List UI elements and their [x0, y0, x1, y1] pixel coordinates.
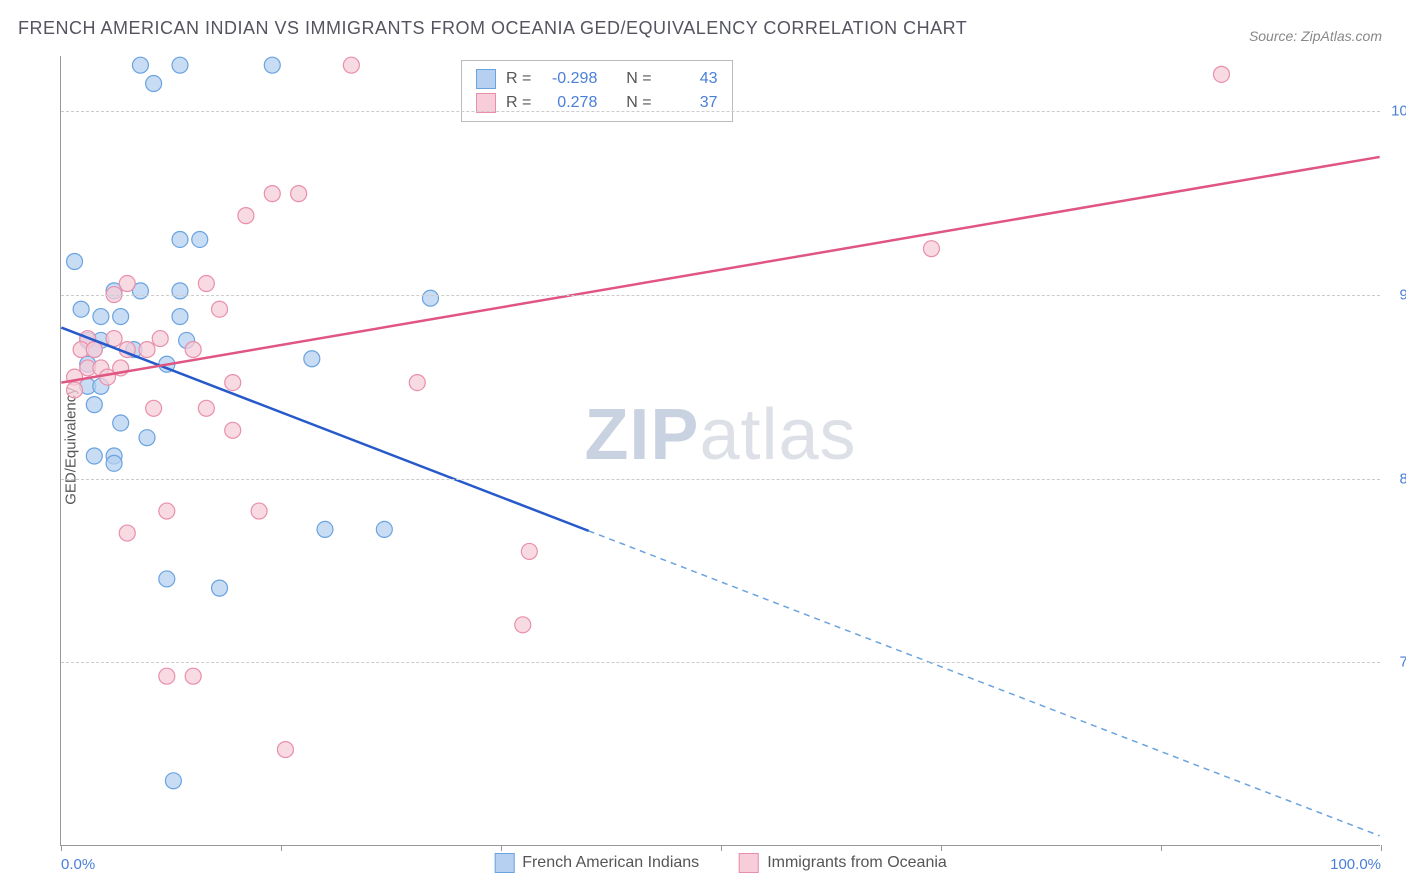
data-point: [264, 57, 280, 73]
r-value-1: -0.298: [541, 67, 597, 91]
legend-label: Immigrants from Oceania: [767, 854, 947, 872]
data-point: [86, 397, 102, 413]
data-point: [291, 186, 307, 202]
data-point: [212, 301, 228, 317]
swatch-series-2: [476, 93, 496, 113]
data-point: [113, 309, 129, 325]
y-tick-label: 80.0%: [1399, 470, 1406, 487]
legend-swatch: [739, 853, 759, 873]
data-point: [106, 455, 122, 471]
data-point: [172, 57, 188, 73]
data-point: [304, 351, 320, 367]
data-point: [93, 309, 109, 325]
x-tick-label: 0.0%: [61, 856, 95, 873]
data-point: [198, 276, 214, 292]
chart-title: FRENCH AMERICAN INDIAN VS IMMIGRANTS FRO…: [18, 18, 967, 39]
data-point: [172, 283, 188, 299]
data-point: [146, 76, 162, 92]
plot-area: ZIPatlas R = -0.298 N = 43 R = 0.278 N =…: [60, 56, 1380, 846]
data-point: [99, 369, 115, 385]
legend-item: Immigrants from Oceania: [739, 853, 947, 873]
data-point: [409, 375, 425, 391]
data-point: [264, 186, 280, 202]
legend-item: French American Indians: [494, 853, 699, 873]
data-point: [198, 400, 214, 416]
y-tick-label: 100.0%: [1391, 103, 1406, 120]
data-point: [376, 521, 392, 537]
stats-legend: R = -0.298 N = 43 R = 0.278 N = 37: [461, 60, 733, 122]
data-point: [67, 254, 83, 270]
data-point: [192, 231, 208, 247]
data-point: [923, 241, 939, 257]
trend-line: [61, 328, 588, 531]
source-label: Source: ZipAtlas.com: [1249, 28, 1382, 44]
data-point: [225, 422, 241, 438]
trend-line-dashed: [589, 531, 1380, 836]
data-point: [113, 415, 129, 431]
y-tick-label: 70.0%: [1399, 654, 1406, 671]
data-point: [1213, 66, 1229, 82]
x-tick: [941, 845, 942, 851]
data-point: [146, 400, 162, 416]
data-point: [251, 503, 267, 519]
n-label: N =: [626, 67, 651, 91]
data-point: [317, 521, 333, 537]
data-point: [159, 503, 175, 519]
data-point: [422, 290, 438, 306]
data-point: [86, 342, 102, 358]
data-point: [159, 668, 175, 684]
data-point: [212, 580, 228, 596]
data-point: [515, 617, 531, 633]
gridline: [61, 111, 1380, 112]
gridline: [61, 662, 1380, 663]
data-point: [343, 57, 359, 73]
y-tick-label: 90.0%: [1399, 286, 1406, 303]
x-tick-label: 100.0%: [1330, 856, 1381, 873]
n-value-1: 43: [662, 67, 718, 91]
data-point: [139, 342, 155, 358]
x-tick: [501, 845, 502, 851]
gridline: [61, 295, 1380, 296]
data-point: [277, 742, 293, 758]
data-point: [67, 382, 83, 398]
x-tick: [61, 845, 62, 851]
data-point: [73, 301, 89, 317]
stats-row-1: R = -0.298 N = 43: [476, 67, 718, 91]
data-point: [521, 543, 537, 559]
data-point: [119, 525, 135, 541]
data-point: [86, 448, 102, 464]
x-tick: [281, 845, 282, 851]
data-point: [139, 430, 155, 446]
data-point: [119, 276, 135, 292]
trend-line: [61, 157, 1379, 383]
x-tick: [1161, 845, 1162, 851]
data-point: [225, 375, 241, 391]
data-point: [172, 231, 188, 247]
data-point: [238, 208, 254, 224]
swatch-series-1: [476, 69, 496, 89]
data-point: [152, 331, 168, 347]
x-tick: [1381, 845, 1382, 851]
bottom-legend: French American Indians Immigrants from O…: [494, 853, 947, 873]
chart-svg: [61, 56, 1380, 845]
data-point: [159, 571, 175, 587]
r-label: R =: [506, 67, 531, 91]
gridline: [61, 479, 1380, 480]
data-point: [172, 309, 188, 325]
data-point: [165, 773, 181, 789]
legend-label: French American Indians: [522, 854, 699, 872]
data-point: [132, 57, 148, 73]
data-point: [106, 331, 122, 347]
x-tick: [721, 845, 722, 851]
legend-swatch: [494, 853, 514, 873]
data-point: [185, 342, 201, 358]
data-point: [185, 668, 201, 684]
